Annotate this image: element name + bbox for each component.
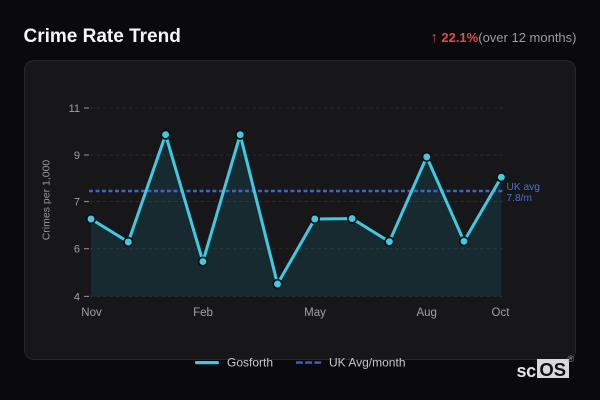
svg-text:7: 7 xyxy=(74,197,80,209)
svg-text:Feb: Feb xyxy=(193,307,213,319)
svg-text:Gosforth: Gosforth xyxy=(227,356,273,370)
svg-text:Crimes per 1,000: Crimes per 1,000 xyxy=(41,160,53,241)
svg-text:7.8/m: 7.8/m xyxy=(507,193,532,204)
svg-text:Nov: Nov xyxy=(81,307,102,319)
svg-text:UK Avg/month: UK Avg/month xyxy=(329,356,406,370)
svg-text:9: 9 xyxy=(74,150,80,162)
svg-text:11: 11 xyxy=(69,103,80,115)
svg-text:4: 4 xyxy=(74,291,80,303)
svg-text:Aug: Aug xyxy=(416,307,436,319)
svg-text:6: 6 xyxy=(74,244,80,256)
svg-text:May: May xyxy=(304,307,326,319)
svg-text:Oct: Oct xyxy=(492,307,511,319)
svg-text:UK avg: UK avg xyxy=(507,182,541,193)
